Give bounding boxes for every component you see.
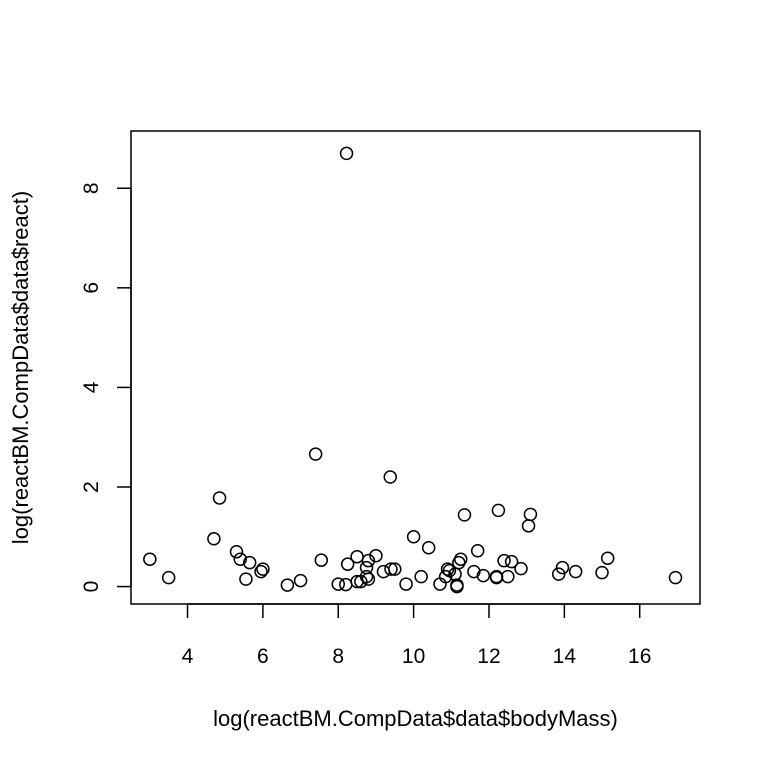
x-tick-label: 14 (553, 645, 577, 668)
data-point (384, 562, 398, 576)
data-point (489, 569, 504, 584)
y-tick-label: 0 (80, 581, 103, 593)
x-axis-label: log(reactBM.CompData$data$bodyMass) (213, 706, 618, 731)
data-point (161, 570, 176, 585)
data-point (555, 560, 570, 575)
y-axis: 0 2 4 6 8 (80, 182, 132, 593)
data-point (600, 551, 615, 565)
data-point (293, 573, 308, 588)
data-point (242, 555, 257, 570)
data-point (406, 530, 421, 544)
data-point (467, 564, 481, 579)
x-tick-label: 8 (332, 645, 344, 668)
data-point (254, 564, 268, 579)
data-point (369, 548, 383, 563)
x-tick-label: 6 (257, 645, 269, 668)
data-point (314, 553, 329, 567)
data-point (457, 508, 472, 522)
x-tick-label: 16 (628, 645, 651, 668)
data-point (514, 561, 528, 576)
data-point (339, 146, 354, 161)
y-tick-label: 6 (80, 282, 103, 294)
data-point (376, 564, 391, 579)
data-point (207, 532, 221, 546)
data-point (399, 577, 413, 591)
data-point (383, 470, 398, 484)
data-point (388, 562, 402, 576)
x-tick-label: 4 (182, 645, 194, 668)
y-tick-label: 4 (80, 381, 103, 393)
x-axis: 4 6 8 10 12 14 16 (182, 603, 651, 668)
data-point (668, 570, 683, 585)
data-point (308, 447, 323, 461)
data-point (143, 552, 157, 566)
data-point (239, 572, 253, 586)
data-point (361, 572, 376, 586)
data-point (453, 552, 468, 566)
y-tick-label: 8 (80, 182, 103, 194)
data-point (595, 565, 609, 580)
data-point (212, 491, 227, 505)
data-point (233, 552, 248, 566)
data-point (359, 569, 374, 584)
data-point (521, 519, 536, 533)
y-axis-label: log(reactBM.CompData$data$react) (8, 191, 33, 544)
y-tick-label: 2 (80, 481, 103, 493)
data-point (470, 543, 485, 558)
x-tick-label: 10 (402, 645, 425, 668)
data-point (504, 554, 519, 569)
data-point (440, 562, 455, 576)
data-point (414, 569, 428, 584)
data-point (450, 579, 464, 594)
data-point (339, 577, 353, 592)
data-point (280, 578, 295, 592)
data-point (350, 549, 364, 564)
data-point (497, 553, 511, 568)
data-point (491, 503, 506, 518)
data-point (256, 562, 270, 576)
data-point (331, 577, 346, 591)
data-point (551, 567, 566, 581)
data-point (523, 507, 538, 522)
data-point (421, 540, 436, 555)
data-points (143, 146, 683, 594)
data-point (568, 564, 583, 579)
data-point (476, 568, 491, 583)
data-point (229, 544, 244, 559)
data-point (501, 569, 515, 584)
data-point (361, 553, 376, 568)
data-point (340, 557, 355, 571)
x-tick-label: 12 (477, 645, 500, 668)
